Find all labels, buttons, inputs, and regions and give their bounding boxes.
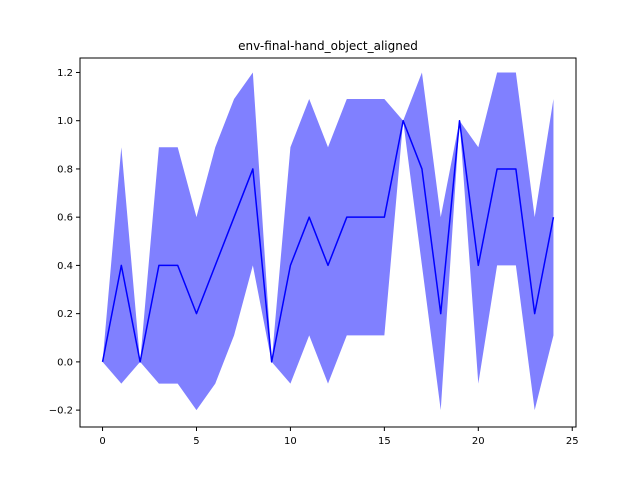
x-axis-ticks: 0 5 10 15 20 25 xyxy=(99,427,579,447)
series-0-line xyxy=(101,119,555,363)
confidence-band-layer xyxy=(102,72,554,411)
y-tick-label: 1.2 xyxy=(57,68,73,79)
series-line-layer xyxy=(101,119,555,363)
x-tick-label: 0 xyxy=(99,436,105,447)
x-tick-label: 15 xyxy=(378,436,391,447)
x-tick-label: 10 xyxy=(284,436,297,447)
x-tick-label: 25 xyxy=(566,436,579,447)
y-tick-label: 0.4 xyxy=(57,261,73,272)
series-0-confidence-band xyxy=(102,72,554,411)
y-tick-label: 0.6 xyxy=(57,213,73,224)
y-tick-label: −0.2 xyxy=(49,406,73,417)
y-tick-label: 0.0 xyxy=(57,357,73,368)
x-tick-label: 5 xyxy=(193,436,199,447)
x-tick-label: 20 xyxy=(472,436,485,447)
y-tick-label: 1.0 xyxy=(57,116,73,127)
y-tick-label: 0.2 xyxy=(57,309,73,320)
chart-title: env-final-hand_object_aligned xyxy=(238,39,418,53)
y-axis-ticks: −0.2 0.0 0.2 0.4 0.6 0.8 1.0 1.2 xyxy=(49,68,80,417)
plot-area-frame xyxy=(79,57,577,428)
y-tick-label: 0.8 xyxy=(57,164,73,175)
